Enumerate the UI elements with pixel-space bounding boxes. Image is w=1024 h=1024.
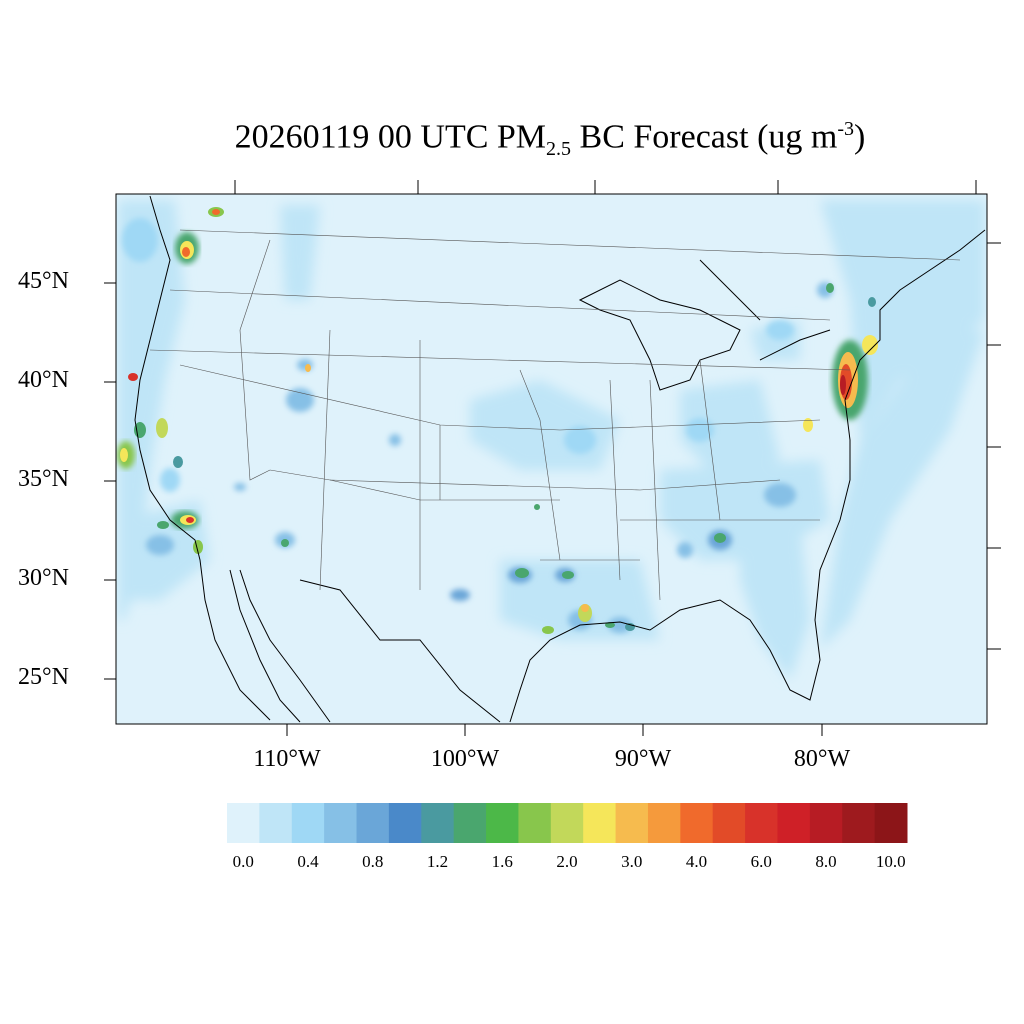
colorbar-swatch (421, 803, 455, 843)
colorbar-swatch (809, 803, 843, 843)
colorbar-swatch (615, 803, 649, 843)
lat-label-30: 30°N (18, 565, 69, 591)
lon-label-80: 80°W (793, 746, 851, 772)
colorbar-label: 4.0 (685, 852, 708, 871)
concentration-hotspots (117, 207, 878, 634)
colorbar-swatch (486, 803, 519, 843)
title-species: PM (496, 118, 547, 156)
colorbar-swatch (583, 803, 617, 843)
map-plot-area (116, 194, 987, 724)
colorbar-swatch (647, 803, 681, 843)
title-date: 20260119 (234, 118, 370, 156)
colorbar-swatch (712, 803, 746, 843)
lon-label-90: 90°W (614, 746, 672, 772)
title-hour: 00 UTC (377, 118, 489, 156)
colorbar-swatch (453, 803, 487, 843)
colorbar-label: 8.0 (815, 852, 837, 871)
lat-label-40: 40°N (18, 367, 69, 393)
title-species-sub: 2.5 (546, 138, 572, 161)
colorbar-swatch (388, 803, 422, 843)
colorbar-swatch (777, 803, 811, 843)
colorbar-label: 0.8 (362, 852, 384, 871)
colorbar-swatch (291, 803, 325, 843)
lat-label-25: 25°N (18, 664, 69, 690)
colorbar-label: 0.0 (232, 852, 254, 871)
colorbar-swatch (745, 803, 778, 843)
lat-label-45: 45°N (18, 268, 69, 294)
state-borders (149, 229, 961, 601)
colorbar-swatch (550, 803, 584, 843)
colorbar-label: 3.0 (621, 852, 643, 871)
colorbar-label: 2.0 (556, 852, 578, 871)
title-rest: BC Forecast (ug m (579, 118, 838, 156)
map-frame (115, 193, 988, 725)
colorbar-label: 1.6 (491, 852, 513, 871)
colorbar-label: 0.4 (297, 852, 319, 871)
colorbar-swatch (324, 803, 358, 843)
coastlines (134, 195, 986, 723)
colorbar (227, 803, 908, 843)
lon-label-110: 110°W (253, 746, 321, 772)
colorbar-swatch (680, 803, 714, 843)
colorbar-swatch (259, 803, 293, 843)
axis-ticks (104, 180, 1001, 736)
map-title: 20260119 00 UTC PM2.5 BC Forecast (ug m-… (0, 118, 1024, 161)
colorbar-swatch (874, 803, 908, 843)
colorbar-label: 1.2 (426, 852, 449, 871)
colorbar-swatch (518, 803, 552, 843)
colorbar-label: 10.0 (875, 852, 906, 871)
title-close: ) (854, 118, 866, 156)
lon-label-100: 100°W (430, 746, 500, 772)
lat-label-35: 35°N (18, 466, 69, 492)
title-unit-sup: -3 (837, 118, 855, 140)
colorbar-label: 6.0 (750, 852, 772, 871)
colorbar-swatch (227, 803, 260, 843)
colorbar-swatch (356, 803, 390, 843)
colorbar-swatch (842, 803, 876, 843)
